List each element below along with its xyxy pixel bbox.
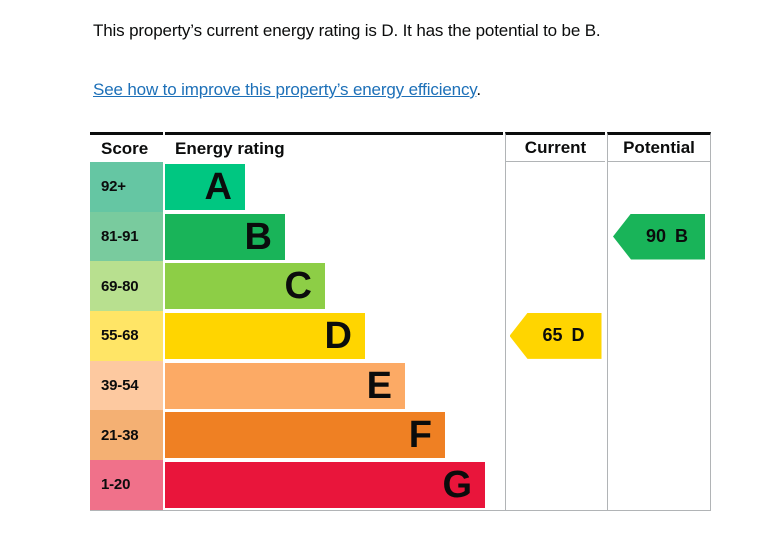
score-cell-c: 69-80	[90, 261, 163, 312]
column-header-potential: Potential	[607, 132, 711, 162]
band-letter-f: F	[408, 414, 432, 457]
current-rating-arrow-band: D	[571, 325, 585, 346]
score-cell-b: 81-91	[90, 211, 163, 262]
band-letter-g: G	[442, 464, 472, 507]
band-bar-e: E	[165, 362, 405, 409]
current-column-cell-a	[505, 162, 605, 212]
score-cell-g: 1-20	[90, 460, 163, 510]
band-bar-g: G	[165, 462, 485, 509]
current-rating-arrow: 65 D	[509, 312, 602, 359]
potential-column-cell-b: 90 B	[607, 211, 711, 262]
score-cell-f: 21-38	[90, 410, 163, 461]
page: This property’s current energy rating is…	[90, 21, 776, 511]
band-bar-d: D	[165, 313, 365, 360]
potential-rating-arrow: 90 B	[613, 213, 705, 260]
potential-rating-arrow-band: B	[675, 226, 689, 247]
score-cell-e: 39-54	[90, 360, 163, 411]
rating-cell-c: C	[165, 261, 503, 311]
current-column-cell-b	[505, 211, 605, 262]
rating-cell-a: A	[165, 162, 503, 212]
band-letter-b: B	[244, 215, 272, 258]
potential-column-cell-f	[607, 410, 711, 461]
band-letter-c: C	[284, 265, 312, 308]
epc-rating-chart: Score Energy rating Current Potential 92…	[90, 132, 711, 511]
improve-efficiency-link[interactable]: See how to improve this property’s energ…	[93, 80, 477, 99]
column-header-energy-rating: Energy rating	[165, 132, 503, 162]
potential-rating-arrow-score: 90	[645, 226, 667, 247]
rating-cell-e: E	[165, 361, 503, 411]
rating-cell-f: F	[165, 410, 503, 460]
band-bar-b: B	[165, 213, 285, 260]
band-letter-a: A	[204, 166, 232, 208]
potential-column-cell-e	[607, 360, 711, 411]
energy-rating-summary: This property’s current energy rating is…	[93, 21, 601, 40]
current-column-cell-d: 65 D	[505, 311, 605, 361]
current-column-cell-g	[505, 460, 605, 510]
rating-cell-d: D	[165, 311, 503, 361]
score-cell-a: 92+	[90, 162, 163, 212]
potential-column-cell-g	[607, 460, 711, 510]
score-cell-d: 55-68	[90, 311, 163, 361]
band-bar-a: A	[165, 164, 245, 210]
improve-link-period: .	[476, 80, 481, 99]
band-bar-c: C	[165, 263, 325, 310]
potential-column-cell-d	[607, 311, 711, 361]
current-column-cell-f	[505, 410, 605, 461]
current-column-cell-c	[505, 261, 605, 312]
band-bar-f: F	[165, 412, 445, 459]
column-header-current: Current	[505, 132, 605, 162]
potential-column-cell-a	[607, 162, 711, 212]
potential-column-cell-c	[607, 261, 711, 312]
current-rating-arrow-score: 65	[542, 325, 563, 346]
current-column-cell-e	[505, 360, 605, 411]
band-letter-d: D	[324, 315, 352, 358]
column-header-score: Score	[90, 132, 163, 162]
band-letter-e: E	[366, 364, 392, 407]
rating-cell-b: B	[165, 212, 503, 262]
improve-link-line: See how to improve this property’s energ…	[93, 79, 776, 101]
rating-cell-g: G	[165, 460, 503, 510]
